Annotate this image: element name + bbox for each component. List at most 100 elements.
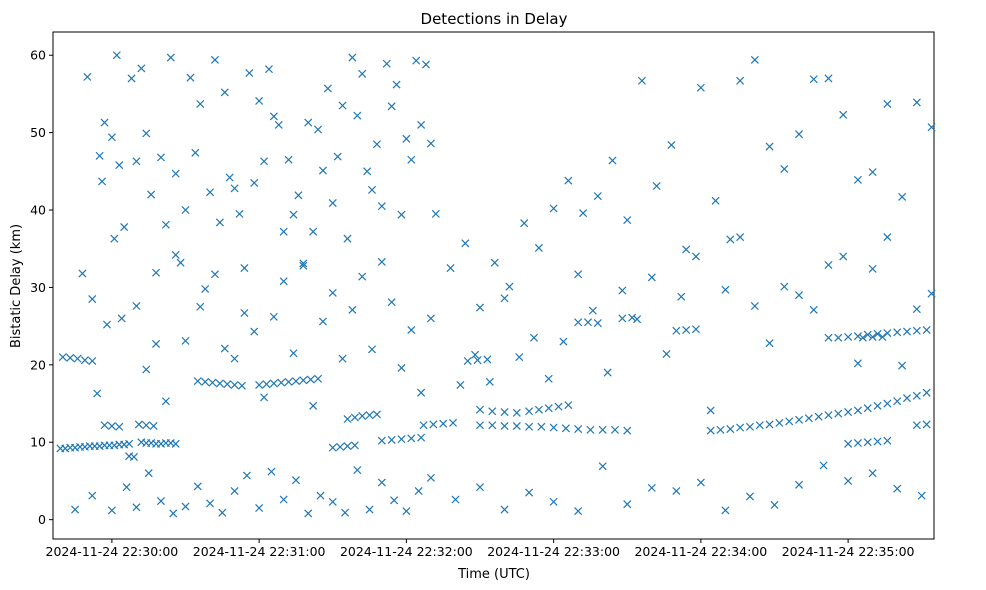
data-point-marker bbox=[628, 313, 637, 322]
plot-frame bbox=[52, 31, 935, 540]
data-point-marker bbox=[343, 234, 352, 243]
data-point-marker bbox=[299, 376, 308, 385]
data-point-marker bbox=[588, 306, 597, 315]
data-point-marker bbox=[112, 51, 121, 60]
data-point-marker bbox=[883, 436, 892, 445]
data-point-marker bbox=[804, 414, 813, 423]
data-point-marker bbox=[250, 327, 259, 336]
data-point-marker bbox=[328, 497, 337, 506]
data-point-marker bbox=[223, 380, 232, 389]
data-point-marker bbox=[372, 410, 381, 419]
data-point-marker bbox=[318, 166, 327, 175]
data-point-marker bbox=[407, 155, 416, 164]
data-point-marker bbox=[353, 466, 362, 475]
data-point-marker bbox=[912, 98, 921, 107]
y-tick-label: 0 bbox=[38, 512, 46, 527]
data-point-marker bbox=[475, 483, 485, 492]
data-point-marker bbox=[775, 418, 784, 427]
data-point-marker bbox=[156, 497, 166, 506]
data-point-marker bbox=[137, 64, 146, 73]
data-point-marker bbox=[711, 196, 720, 205]
data-point-marker bbox=[922, 388, 931, 397]
data-point-marker bbox=[363, 167, 372, 176]
data-point-marker bbox=[127, 74, 136, 83]
data-point-marker bbox=[537, 422, 546, 431]
data-point-marker bbox=[193, 377, 202, 386]
data-point-marker bbox=[250, 178, 259, 187]
data-point-marker bbox=[475, 405, 485, 414]
data-point-marker bbox=[463, 356, 472, 365]
data-point-marker bbox=[110, 234, 119, 243]
data-point-marker bbox=[429, 420, 438, 429]
data-point-marker bbox=[780, 164, 789, 174]
data-point-marker bbox=[770, 500, 779, 509]
y-tick-label: 40 bbox=[30, 203, 46, 218]
data-point-marker bbox=[100, 421, 109, 430]
data-point-marker bbox=[274, 120, 283, 129]
data-point-marker bbox=[893, 397, 902, 406]
data-point-marker bbox=[412, 56, 421, 65]
data-point-marker bbox=[115, 161, 124, 170]
data-point-marker bbox=[230, 380, 239, 389]
data-point-marker bbox=[377, 202, 386, 211]
data-point-marker bbox=[534, 243, 543, 252]
x-axis-label: Time (UTC) bbox=[457, 567, 530, 582]
data-point-marker bbox=[633, 315, 642, 324]
data-point-marker bbox=[196, 99, 205, 109]
data-point-marker bbox=[291, 476, 300, 485]
data-point-marker bbox=[171, 439, 180, 448]
data-point-marker bbox=[456, 380, 465, 389]
data-point-marker bbox=[598, 462, 607, 471]
data-point-marker bbox=[176, 258, 185, 267]
data-point-marker bbox=[88, 491, 97, 500]
data-point-marker bbox=[304, 118, 313, 127]
data-point-marker bbox=[372, 140, 381, 149]
data-point-marker bbox=[156, 153, 166, 162]
data-point-marker bbox=[824, 260, 833, 270]
data-point-marker bbox=[593, 192, 602, 201]
data-point-marker bbox=[765, 339, 774, 348]
data-point-marker bbox=[691, 325, 700, 334]
data-point-marker bbox=[377, 257, 386, 266]
data-point-marker bbox=[672, 486, 681, 496]
data-point-marker bbox=[736, 76, 745, 85]
data-point-marker bbox=[161, 397, 170, 406]
data-point-marker bbox=[682, 325, 691, 335]
data-point-marker bbox=[844, 476, 853, 485]
data-point-marker bbox=[333, 152, 342, 161]
data-point-marker bbox=[71, 505, 80, 514]
data-point-marker bbox=[343, 414, 352, 424]
data-point-marker bbox=[745, 422, 754, 431]
data-point-marker bbox=[304, 509, 313, 518]
data-point-marker bbox=[171, 250, 180, 259]
data-point-marker bbox=[277, 378, 286, 387]
data-point-marker bbox=[512, 408, 521, 417]
data-point-marker bbox=[397, 435, 406, 444]
data-point-marker bbox=[181, 206, 190, 215]
data-point-marker bbox=[549, 497, 558, 506]
data-point-marker bbox=[716, 425, 725, 434]
data-point-marker bbox=[814, 412, 823, 421]
data-point-marker bbox=[129, 452, 139, 461]
data-point-marker bbox=[397, 210, 406, 219]
data-point-marker bbox=[610, 425, 619, 434]
data-point-marker bbox=[262, 380, 271, 389]
data-point-marker bbox=[623, 500, 632, 509]
data-point-marker bbox=[691, 252, 700, 261]
data-point-marker bbox=[152, 339, 161, 348]
data-point-marker bbox=[488, 421, 497, 430]
data-point-marker bbox=[755, 421, 764, 430]
data-point-marker bbox=[863, 330, 872, 339]
data-point-marker bbox=[348, 53, 357, 62]
data-point-marker bbox=[853, 438, 862, 448]
data-point-marker bbox=[795, 415, 804, 424]
data-point-marker bbox=[515, 353, 524, 362]
data-point-marker bbox=[721, 285, 730, 294]
y-axis-label: Bistatic Delay (km) bbox=[9, 224, 24, 348]
data-point-marker bbox=[623, 216, 632, 225]
data-point-marker bbox=[309, 227, 318, 236]
data-point-marker bbox=[893, 484, 902, 493]
data-point-marker bbox=[88, 295, 97, 304]
data-point-marker bbox=[323, 84, 332, 93]
